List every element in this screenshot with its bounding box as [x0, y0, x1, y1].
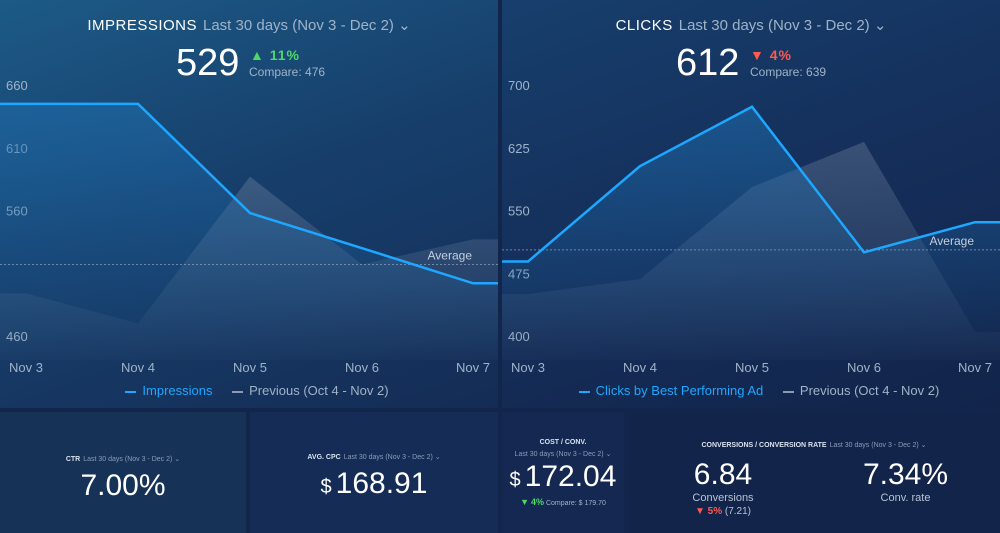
compare-text: Compare: 639 — [750, 65, 827, 79]
ctr-value: 7.00% — [80, 469, 166, 502]
change-value: 11% — [269, 47, 300, 63]
legend-swatch-previous — [232, 390, 244, 393]
legend-previous[interactable]: Previous (Oct 4 - Nov 2) — [249, 383, 389, 398]
compare-text: Compare: $ 179.70 — [545, 500, 606, 507]
date-range-label: Last 30 days (Nov 3 - Dec 2) — [203, 17, 394, 34]
date-range-dropdown[interactable]: Last 30 days (Nov 3 - Dec 2) ⌄ — [343, 454, 441, 461]
legend: Clicks by Best Performing Ad Previous (O… — [502, 383, 1000, 398]
y-tick-label: 700 — [508, 78, 530, 93]
current-period-line — [502, 105, 1000, 263]
current-period-line — [0, 102, 498, 285]
triangle-down-icon: ▼ — [520, 497, 530, 507]
clicks-value: 612 — [676, 42, 740, 84]
date-range-label: Last 30 days (Nov 3 - Dec 2) — [343, 454, 433, 461]
x-tick-label: Nov 4 — [623, 360, 657, 375]
legend-current[interactable]: Clicks by Best Performing Ad — [595, 383, 764, 398]
x-tick-label: Nov 7 — [456, 360, 490, 375]
x-tick-label: Nov 4 — [121, 360, 155, 375]
conversions-label: CONVERSIONS / CONVERSION RATE — [701, 442, 827, 449]
compare-text: Compare: 476 — [249, 65, 326, 79]
previous-value: (7.21) — [724, 506, 752, 517]
x-tick-label: Nov 6 — [847, 360, 881, 375]
legend-swatch-current — [578, 390, 590, 393]
change-value: 4% — [769, 47, 792, 63]
impressions-header: IMPRESSIONS Last 30 days (Nov 3 - Dec 2) … — [0, 16, 498, 34]
conversions-value: 6.84 — [693, 458, 753, 491]
triangle-down-icon: ▼ — [750, 47, 765, 63]
chevron-down-icon: ⌄ — [398, 17, 411, 34]
legend-current[interactable]: Impressions — [142, 383, 213, 398]
cost-conv-value: 172.04 — [524, 460, 617, 493]
x-tick-label: Nov 7 — [958, 360, 992, 375]
date-range-dropdown[interactable]: Last 30 days (Nov 3 - Dec 2) ⌄ — [679, 17, 887, 34]
legend-previous[interactable]: Previous (Oct 4 - Nov 2) — [799, 383, 940, 398]
x-tick-label: Nov 5 — [233, 360, 267, 375]
legend: Impressions Previous (Oct 4 - Nov 2) — [0, 383, 498, 398]
x-tick-label: Nov 6 — [345, 360, 379, 375]
legend-swatch-previous — [782, 390, 794, 393]
current-period-area — [502, 106, 1000, 361]
triangle-down-icon: ▼ — [694, 506, 705, 517]
conv-rate-value: 7.34% — [862, 458, 949, 491]
date-range-label: Last 30 days (Nov 3 - Dec 2) — [514, 451, 604, 458]
ctr-card: CTR Last 30 days (Nov 3 - Dec 2) ⌄ 7.00% — [0, 412, 246, 533]
conv-rate-caption: Conv. rate — [880, 492, 931, 504]
impressions-value: 529 — [176, 42, 240, 84]
x-tick-label: Nov 5 — [735, 360, 769, 375]
change-badge: ▲ 11% — [250, 47, 300, 63]
legend-swatch-current — [125, 390, 137, 393]
date-range-label: Last 30 days (Nov 3 - Dec 2) — [83, 456, 173, 463]
avg-cpc-value: 168.91 — [335, 467, 428, 500]
cost-conv-card: COST / CONV. Last 30 days (Nov 3 - Dec 2… — [502, 412, 624, 533]
clicks-header: CLICKS Last 30 days (Nov 3 - Dec 2) ⌄ — [502, 16, 1000, 34]
date-range-label: Last 30 days (Nov 3 - Dec 2) — [829, 442, 919, 449]
currency-symbol: $ — [509, 469, 521, 491]
avg-cpc-card: AVG. CPC Last 30 days (Nov 3 - Dec 2) ⌄ $… — [250, 412, 498, 533]
x-tick-label: Nov 3 — [511, 360, 545, 375]
cost-conv-label: COST / CONV. — [539, 439, 587, 446]
avg-cpc-label: AVG. CPC — [307, 454, 341, 461]
average-label: Average — [930, 234, 975, 248]
change-badge: ▼ 4% — [750, 47, 792, 63]
conversions-metric: 6.84 Conversions ▼ 5% (7.21) — [668, 458, 778, 517]
conversions-card: CONVERSIONS / CONVERSION RATE Last 30 day… — [628, 412, 1000, 533]
current-period-area — [0, 103, 498, 360]
date-range-dropdown[interactable]: Last 30 days (Nov 3 - Dec 2) ⌄ — [83, 456, 181, 463]
date-range-label: Last 30 days (Nov 3 - Dec 2) — [678, 17, 870, 34]
chevron-down-icon: ⌄ — [873, 17, 887, 34]
clicks-title: CLICKS — [615, 17, 673, 34]
date-range-dropdown[interactable]: Last 30 days (Nov 3 - Dec 2) ⌄ — [829, 442, 927, 449]
average-label: Average — [428, 248, 473, 262]
date-range-dropdown[interactable]: Last 30 days (Nov 3 - Dec 2) ⌄ — [203, 17, 411, 34]
currency-symbol: $ — [320, 476, 332, 498]
impressions-title: IMPRESSIONS — [87, 17, 197, 34]
conv-rate-metric: 7.34% Conv. rate — [843, 458, 968, 504]
ctr-label: CTR — [65, 456, 81, 463]
change-value: 4% — [530, 497, 544, 507]
triangle-up-icon: ▲ — [250, 47, 265, 63]
conversions-caption: Conversions — [692, 492, 754, 504]
y-tick-label: 550 — [508, 204, 530, 219]
x-tick-label: Nov 3 — [9, 360, 43, 375]
y-tick-label: 625 — [508, 141, 530, 156]
y-tick-label: 660 — [6, 78, 28, 93]
date-range-dropdown[interactable]: Last 30 days (Nov 3 - Dec 2) ⌄ — [514, 451, 612, 458]
change-value: 5% — [707, 506, 723, 517]
